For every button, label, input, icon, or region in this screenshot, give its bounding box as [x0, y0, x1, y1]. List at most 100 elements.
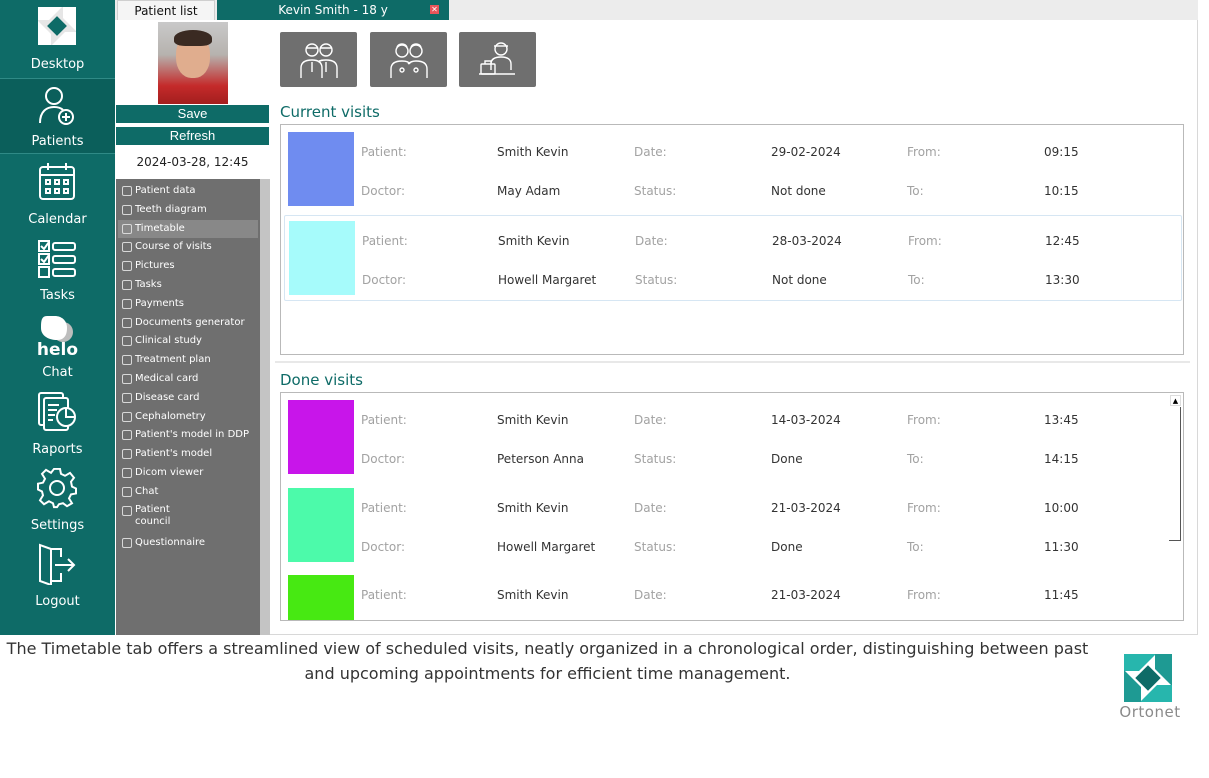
nav-patients[interactable]: Patients: [0, 78, 115, 154]
menu-item-clinical-study[interactable]: Clinical study: [118, 332, 258, 350]
visit-doctor-label: Doctor:: [361, 184, 405, 198]
visit-row[interactable]: Patient: Smith Kevin Date: 21-03-2024 From: 1…: [284, 570, 1182, 620]
nav-label: Raports: [32, 442, 83, 457]
menu-item-cephalometry[interactable]: Cephalometry: [118, 408, 258, 426]
done-visits-scrollbar[interactable]: ▲: [1169, 393, 1182, 541]
avatar: [158, 22, 228, 104]
doctors-pair-icon: [390, 43, 428, 78]
menu-item-icon: [122, 411, 132, 422]
visit-patient-value: Smith Kevin: [497, 413, 569, 427]
menu-item-timetable[interactable]: Timetable: [118, 219, 258, 238]
visit-date-label: Date:: [634, 588, 667, 602]
visit-status-label: Status:: [634, 452, 677, 466]
visit-date-value: 28-03-2024: [772, 234, 842, 248]
toolbar-doctor-desk-button[interactable]: [459, 32, 536, 87]
visit-to-value: 11:30: [1044, 540, 1079, 554]
caption-line-1: The Timetable tab offers a streamlined v…: [6, 639, 1089, 658]
tab-bar: Patient list Kevin Smith - 18 y ✕: [115, 0, 1198, 20]
menu-item-patient-data[interactable]: Patient data: [118, 182, 258, 200]
visit-from-label: From:: [908, 234, 942, 248]
menu-item-icon: [122, 242, 132, 253]
nav-desktop[interactable]: Desktop: [0, 0, 115, 76]
visit-doctor-label: Doctor:: [362, 273, 406, 287]
menu-item-label: Patient data: [135, 185, 196, 196]
visit-status-value: Done: [771, 452, 803, 466]
menu-item-tasks[interactable]: Tasks: [118, 276, 258, 294]
visit-patient-label: Patient:: [361, 413, 407, 427]
visit-color-swatch: [288, 400, 354, 474]
refresh-button[interactable]: Refresh: [116, 127, 269, 145]
close-icon[interactable]: ✕: [430, 5, 439, 14]
visit-to-label: To:: [908, 273, 925, 287]
visit-patient-value: Smith Kevin: [498, 234, 570, 248]
scrollbar-track: [1180, 407, 1181, 541]
nav-reports[interactable]: Raports: [0, 385, 115, 461]
menu-item-patient-s-model[interactable]: Patient's model: [118, 445, 258, 463]
menu-item-treatment-plan[interactable]: Treatment plan: [118, 351, 258, 369]
menu-item-course-of-visits[interactable]: Course of visits: [118, 238, 258, 256]
menu-item-dicom-viewer[interactable]: Dicom viewer: [118, 464, 258, 482]
menu-item-label: Tasks: [135, 279, 162, 290]
menu-item-patient-s-model-in-ddp[interactable]: Patient's model in DDP: [118, 426, 258, 444]
visit-status-label: Status:: [634, 184, 677, 198]
menu-item-icon: [122, 392, 132, 403]
menu-item-documents-generator[interactable]: Documents generator: [118, 314, 258, 332]
save-button[interactable]: Save: [116, 105, 269, 123]
menu-item-label: Pictures: [135, 260, 175, 272]
toolbar-doctors-group-button[interactable]: [280, 32, 357, 87]
nav-settings[interactable]: Settings: [0, 461, 115, 537]
scroll-up-icon[interactable]: ▲: [1170, 395, 1181, 406]
menu-item-icon: [122, 505, 132, 516]
checklist-icon: [38, 240, 76, 278]
gear-icon: [37, 467, 77, 509]
menu-item-label: Timetable: [135, 222, 185, 234]
visit-doctor-label: Doctor:: [361, 540, 405, 554]
nav-calendar[interactable]: Calendar: [0, 155, 115, 231]
menu-item-label: Course of visits: [135, 241, 212, 253]
visit-to-label: To:: [907, 184, 924, 198]
tab-patient-list[interactable]: Patient list: [117, 0, 215, 20]
nav-chat[interactable]: Chat: [0, 308, 115, 384]
menu-item-pictures[interactable]: Pictures: [118, 257, 258, 275]
menu-item-patient-council[interactable]: Patient council: [118, 502, 258, 530]
visit-date-label: Date:: [635, 234, 668, 248]
scrollbar-thumb-end: [1169, 540, 1181, 541]
menu-item-label: Teeth diagram: [135, 203, 207, 215]
visit-date-label: Date:: [634, 145, 667, 159]
caption-line-2: and upcoming appointments for efficient …: [304, 664, 791, 683]
visit-row[interactable]: Patient: Smith Kevin Date: 29-02-2024 From: 0…: [284, 127, 1182, 213]
menu-item-medical-card[interactable]: Medical card: [118, 370, 258, 388]
visit-date-label: Date:: [634, 413, 667, 427]
menu-item-icon: [122, 280, 132, 290]
menu-item-questionnaire[interactable]: Questionnaire: [118, 534, 258, 552]
nav-label: Patients: [31, 134, 84, 149]
menu-item-payments[interactable]: Payments: [118, 295, 258, 313]
nav-label: Chat: [42, 365, 73, 380]
desktop-logo-icon: [38, 7, 76, 45]
toolbar-doctors-pair-button[interactable]: [370, 32, 447, 87]
visit-row[interactable]: Patient: Smith Kevin Date: 28-03-2024 From: 1…: [284, 215, 1182, 301]
menu-item-label: Patient council: [135, 503, 171, 527]
menu-item-icon: [122, 449, 132, 460]
visit-patient-value: Smith Kevin: [497, 501, 569, 515]
visit-patient-value: Smith Kevin: [497, 145, 569, 159]
visit-row[interactable]: Patient: Smith Kevin Date: 14-03-2024 From: 1…: [284, 395, 1182, 481]
menu-item-label: Documents generator: [135, 316, 245, 328]
menu-item-label: Disease card: [135, 391, 200, 403]
menu-item-chat[interactable]: Chat: [118, 483, 258, 501]
nav-logout[interactable]: Logout: [0, 537, 115, 613]
caption: The Timetable tab offers a streamlined v…: [0, 636, 1095, 686]
tab-patient[interactable]: Kevin Smith - 18 y ✕: [217, 0, 449, 20]
done-visits-list: ▲ Patient: Smith Kevin Date: 14-03-2024 From…: [280, 392, 1184, 621]
visit-row[interactable]: Patient: Smith Kevin Date: 21-03-2024 From: 1…: [284, 483, 1182, 569]
visit-from-value: 12:45: [1045, 234, 1080, 248]
menu-item-icon: [122, 186, 132, 196]
visit-from-label: From:: [907, 501, 941, 515]
menu-item-teeth-diagram[interactable]: Teeth diagram: [118, 201, 258, 219]
nav-tasks[interactable]: Tasks: [0, 231, 115, 307]
menu-item-disease-card[interactable]: Disease card: [118, 389, 258, 407]
menu-scrollbar[interactable]: [260, 179, 270, 635]
chat-bubble-icon: [41, 316, 73, 342]
current-visits-title: Current visits: [280, 103, 380, 121]
menu-item-label: Questionnaire: [135, 536, 206, 548]
